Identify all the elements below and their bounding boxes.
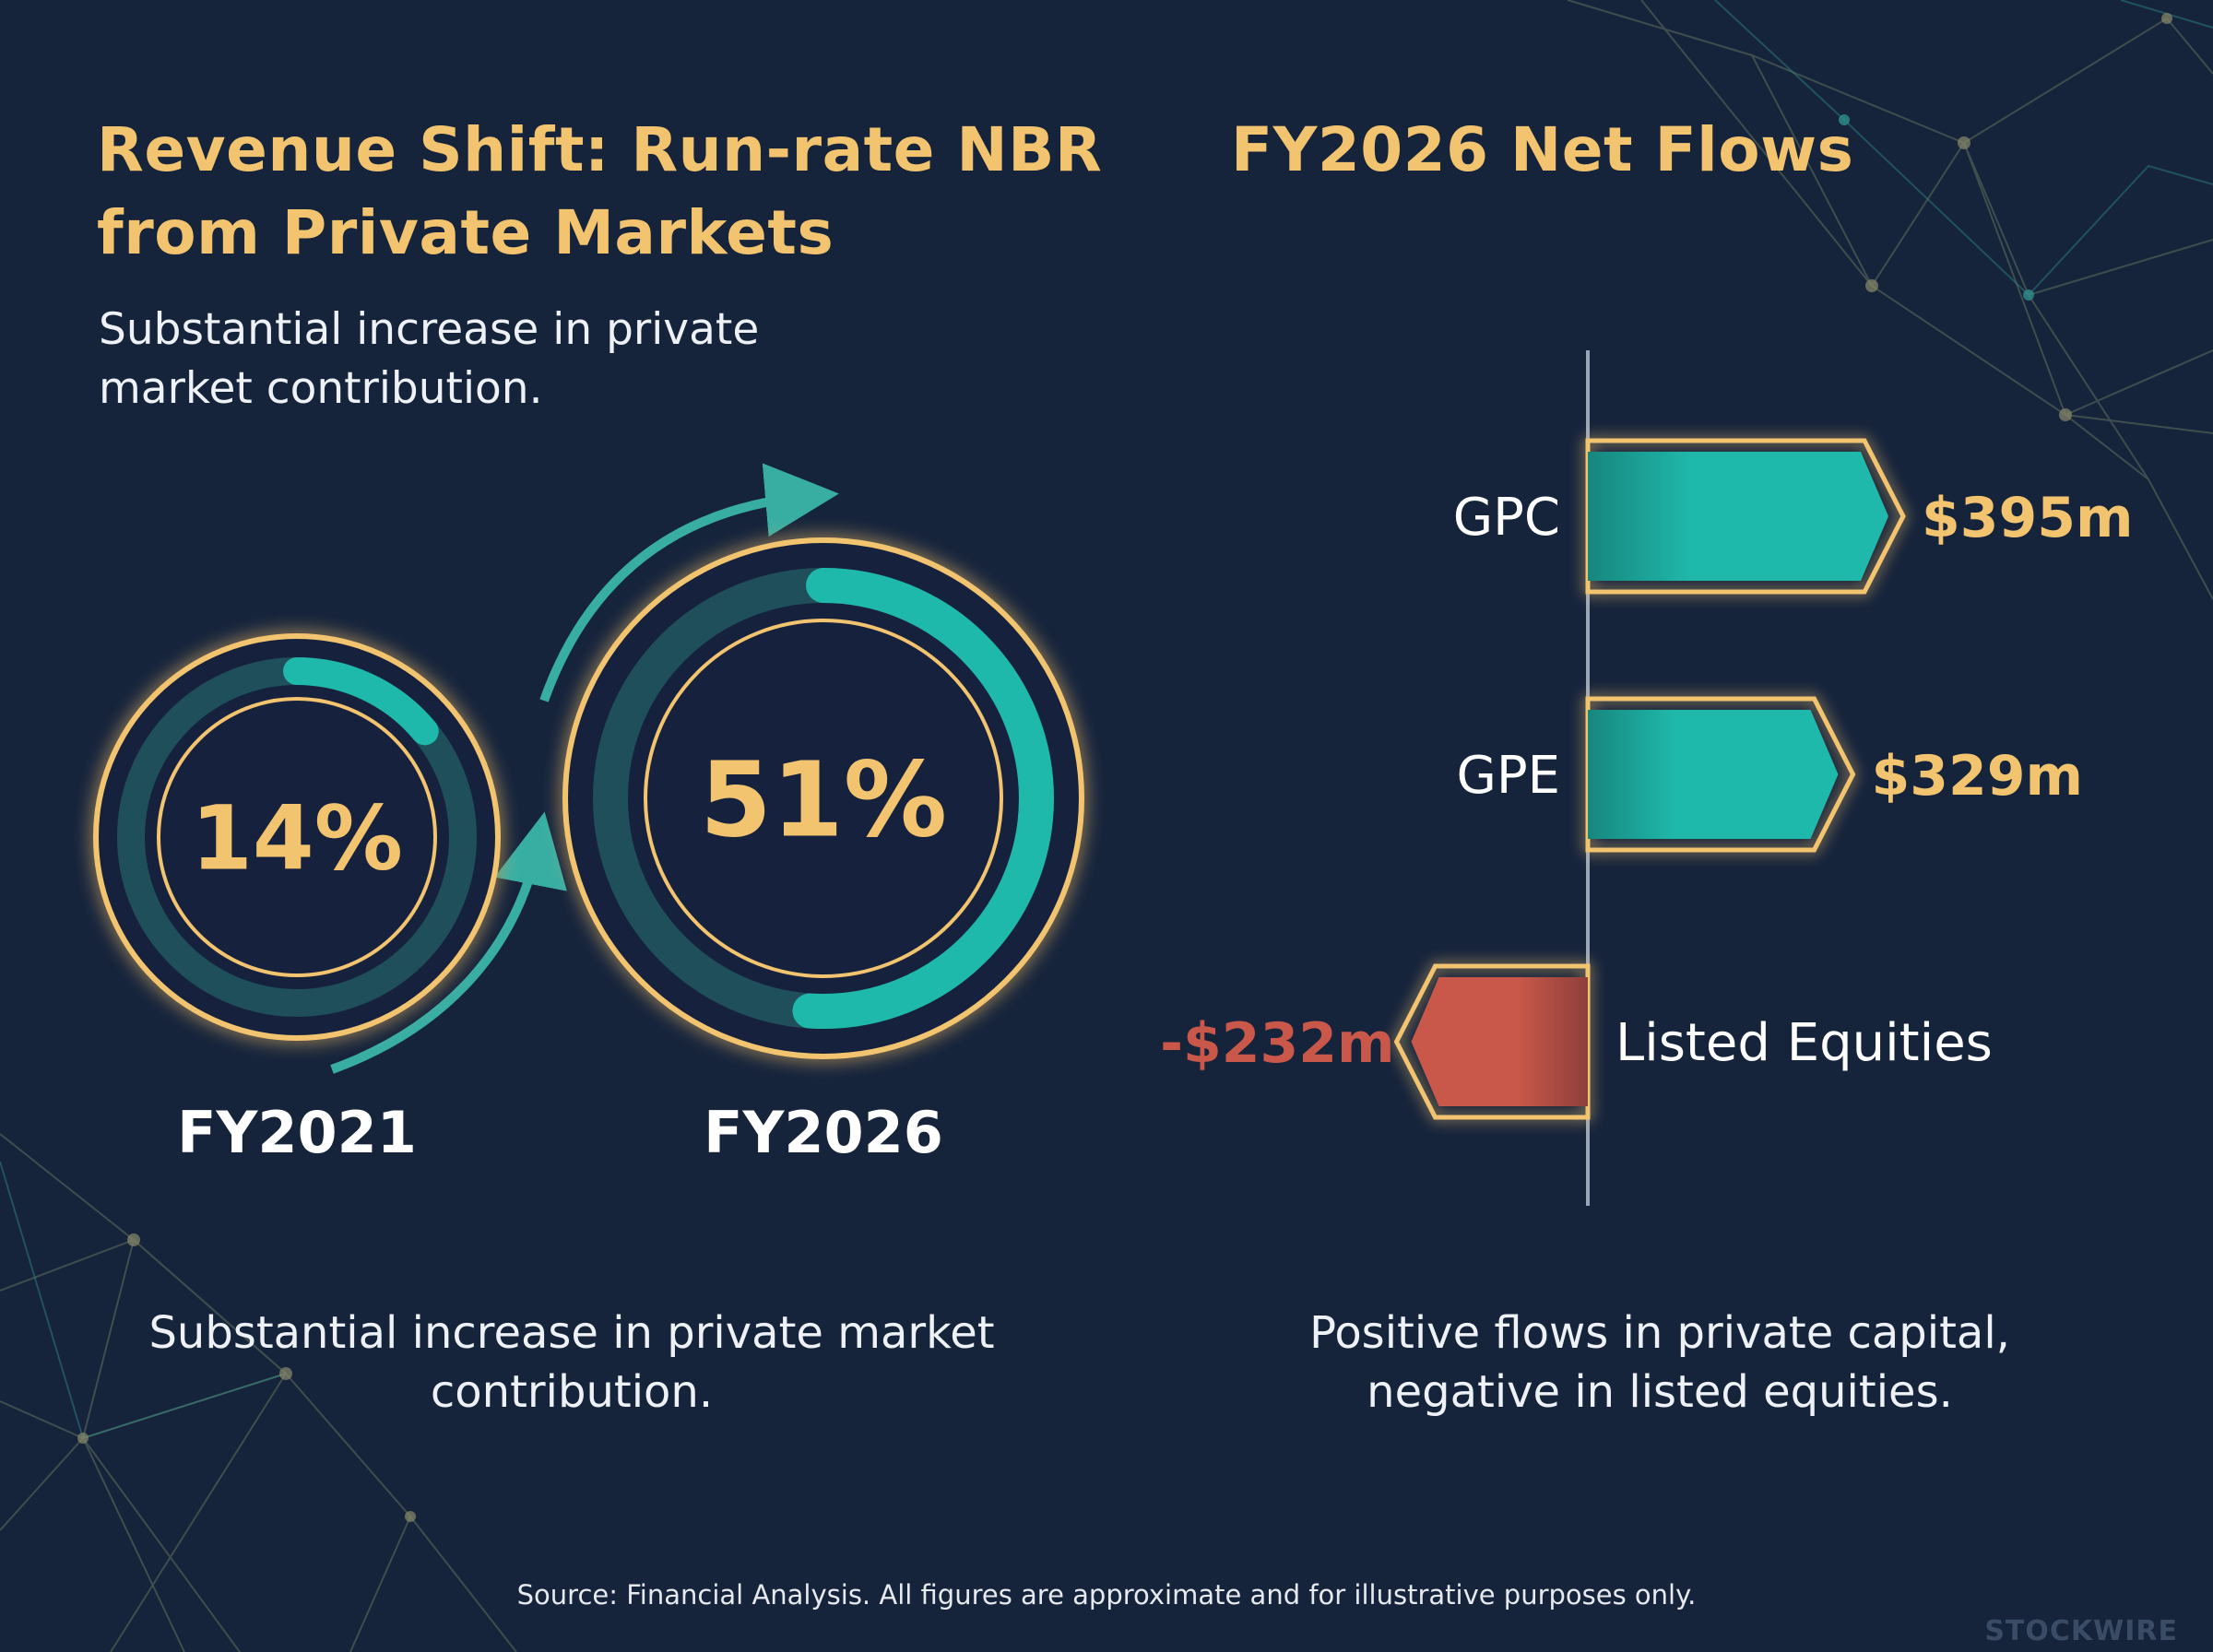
ring-value-fy2021: 14% xyxy=(191,787,403,891)
ring-outer-fy2026 xyxy=(562,537,1084,1059)
growth-arrow-lower xyxy=(330,811,567,1074)
source-note: Source: Financial Analysis. All figures … xyxy=(516,1579,1697,1611)
left-panel-subtitle: Substantial increase in private market c… xyxy=(99,304,760,414)
ring-arc-fy2021 xyxy=(117,657,477,1017)
right-panel-caption: Positive flows in private capital, negat… xyxy=(1309,1307,2010,1418)
brand-logo: STOCKWIRE xyxy=(1984,1615,2178,1647)
right-panel-title: FY2026 Net Flows xyxy=(1231,114,1854,185)
bar-gpc xyxy=(1588,452,1888,581)
bar-label-listed-equities: Listed Equities xyxy=(1615,1013,1993,1073)
bar-value-gpe: $329m xyxy=(1872,744,2084,808)
bar-label-gpe: GPE xyxy=(1456,746,1560,806)
nbr-ring-chart: 14% FY2021 51% FY2026 xyxy=(93,463,1084,1166)
ring-outer-fy2021 xyxy=(93,633,501,1041)
bar-label-gpc: GPC xyxy=(1453,488,1560,548)
ring-inner-fy2026 xyxy=(644,619,1003,978)
ring-inner-fy2021 xyxy=(157,697,437,977)
bar-value-gpc: $395m xyxy=(1922,486,2134,550)
ring-label-fy2026: FY2026 xyxy=(704,1099,943,1166)
ring-label-fy2021: FY2021 xyxy=(177,1099,417,1166)
bar-listed-equities xyxy=(1411,977,1588,1106)
bar-value-listed-equities: -$232m xyxy=(1160,1011,1394,1076)
left-panel-caption: Substantial increase in private market c… xyxy=(148,1307,995,1418)
growth-arrow-upper xyxy=(539,463,839,702)
ring-arc-fy2026 xyxy=(593,568,1054,1029)
bar-gpe xyxy=(1588,710,1839,839)
left-panel-title: Revenue Shift: Run-rate NBR from Private… xyxy=(97,114,1103,268)
net-flows-bar-chart: $395m GPC $329m GPE -$232m Listed Equities xyxy=(1160,350,2134,1206)
ring-value-fy2026: 51% xyxy=(700,740,947,860)
